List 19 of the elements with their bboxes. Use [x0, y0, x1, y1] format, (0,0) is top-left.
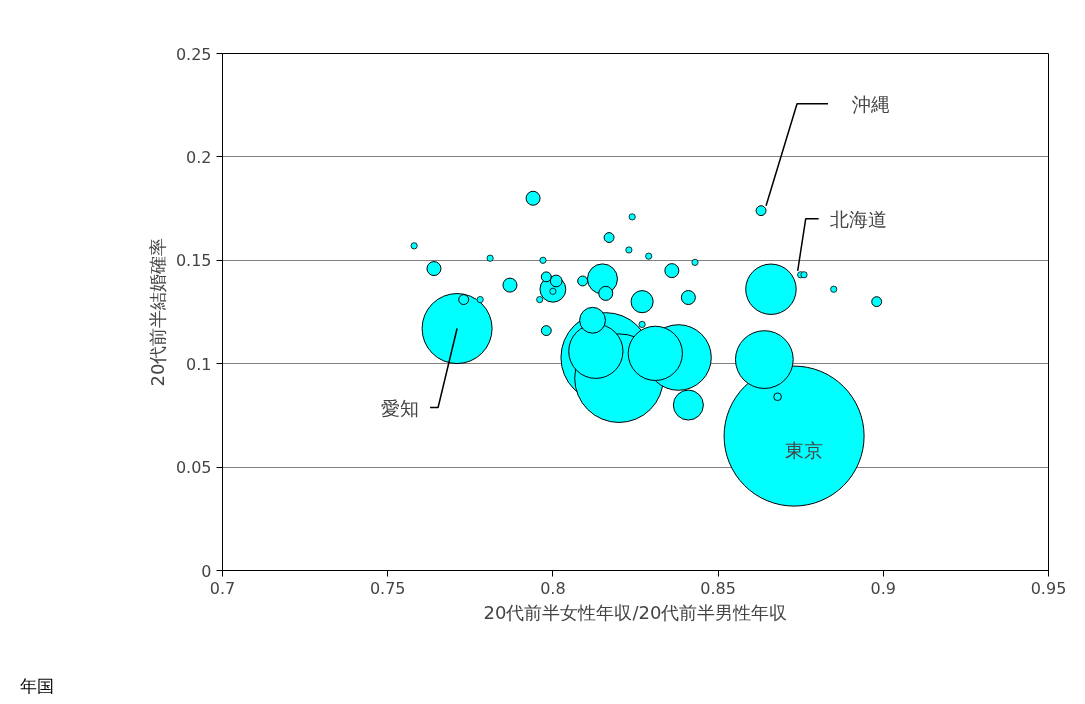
annotation: 沖縄	[852, 92, 891, 115]
x-tick-label: 0.75	[369, 578, 406, 598]
y-tick-label: 0	[201, 561, 212, 581]
x-axis-title: 20代前半女性年収/20代前半男性年収	[483, 601, 788, 623]
x-tick-label: 0.85	[700, 578, 736, 598]
y-tick-label: 0.2	[186, 147, 212, 167]
y-tick-label: 0.1	[186, 354, 212, 374]
y-axis-title: 20代前半結婚確率	[146, 237, 168, 387]
x-tick-label: 0.95	[1030, 578, 1067, 598]
annotation: 愛知	[381, 396, 420, 419]
y-tick-label: 0.15	[175, 251, 212, 271]
annotation: 東京	[785, 439, 824, 462]
y-tick-label: 0.25	[175, 44, 212, 64]
x-tick-label: 0.7	[209, 578, 236, 598]
x-tick-label: 0.8	[540, 578, 566, 598]
annotation: 北海道	[830, 207, 888, 230]
x-tick-label: 0.9	[870, 578, 897, 598]
text: 年国	[20, 676, 54, 698]
y-tick-label: 0.05	[175, 458, 212, 478]
